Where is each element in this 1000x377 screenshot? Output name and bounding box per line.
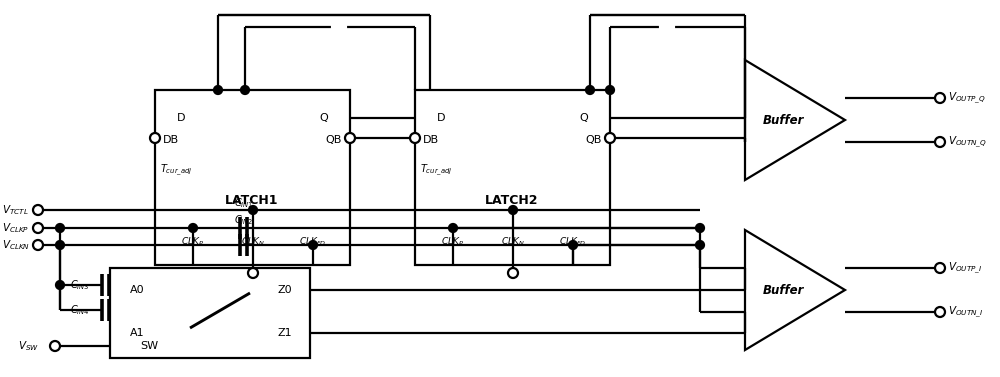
Circle shape — [214, 86, 222, 94]
Text: Q: Q — [579, 113, 588, 123]
Circle shape — [449, 224, 457, 232]
Text: A0: A0 — [130, 285, 145, 295]
Text: $V_{CLKN}$: $V_{CLKN}$ — [2, 238, 30, 252]
Circle shape — [569, 241, 577, 249]
Bar — [110, 268, 310, 358]
Circle shape — [50, 341, 60, 351]
Circle shape — [56, 281, 64, 289]
Text: $V_{OUTN\_I}$: $V_{OUTN\_I}$ — [948, 304, 984, 320]
Text: DB: DB — [163, 135, 179, 145]
Text: Buffer: Buffer — [762, 113, 804, 127]
Text: $C_{IN1}$: $C_{IN1}$ — [234, 196, 254, 210]
Circle shape — [696, 224, 704, 232]
Text: SW: SW — [140, 341, 158, 351]
Text: $CLK_P$: $CLK_P$ — [181, 236, 205, 248]
Text: $V_{SW}$: $V_{SW}$ — [18, 339, 39, 353]
Circle shape — [508, 268, 518, 278]
Text: D: D — [437, 113, 446, 123]
Circle shape — [345, 133, 355, 143]
Circle shape — [586, 86, 594, 94]
Circle shape — [935, 307, 945, 317]
Bar — [415, 90, 610, 265]
Circle shape — [605, 133, 615, 143]
Circle shape — [241, 86, 249, 94]
Text: $V_{TCTL}$: $V_{TCTL}$ — [2, 203, 29, 217]
Text: QB: QB — [586, 135, 602, 145]
Circle shape — [309, 241, 317, 249]
Text: LATCH2: LATCH2 — [485, 193, 539, 207]
Circle shape — [189, 224, 197, 232]
Text: $C_{IN2}$: $C_{IN2}$ — [234, 213, 254, 227]
Circle shape — [150, 133, 160, 143]
Text: Z1: Z1 — [277, 328, 292, 338]
Circle shape — [248, 268, 258, 278]
Circle shape — [33, 240, 43, 250]
Text: D: D — [177, 113, 186, 123]
Text: Z0: Z0 — [277, 285, 292, 295]
Circle shape — [33, 223, 43, 233]
Text: $CLK_{FD}$: $CLK_{FD}$ — [559, 236, 587, 248]
Text: LATCH1: LATCH1 — [225, 193, 279, 207]
Circle shape — [935, 93, 945, 103]
Text: $CLK_P$: $CLK_P$ — [441, 236, 465, 248]
Bar — [155, 90, 350, 265]
Circle shape — [56, 241, 64, 249]
Circle shape — [249, 206, 257, 214]
Text: $T_{cur\_adj}$: $T_{cur\_adj}$ — [420, 162, 453, 178]
Text: $CLK_{FD}$: $CLK_{FD}$ — [299, 236, 327, 248]
Circle shape — [606, 86, 614, 94]
Text: DB: DB — [423, 135, 439, 145]
Text: $C_{IN4}$: $C_{IN4}$ — [70, 303, 90, 317]
Text: $V_{OUTP\_Q}$: $V_{OUTP\_Q}$ — [948, 90, 986, 106]
Text: $V_{OUTN\_Q}$: $V_{OUTN\_Q}$ — [948, 134, 987, 150]
Circle shape — [56, 224, 64, 232]
Text: $T_{cur\_adj}$: $T_{cur\_adj}$ — [160, 162, 193, 178]
Circle shape — [33, 205, 43, 215]
Text: $CLK_N$: $CLK_N$ — [501, 236, 525, 248]
Circle shape — [509, 206, 517, 214]
Circle shape — [410, 133, 420, 143]
Text: Buffer: Buffer — [762, 284, 804, 296]
Circle shape — [935, 137, 945, 147]
Text: $C_{IN3}$: $C_{IN3}$ — [70, 278, 90, 292]
Text: $V_{CLKP}$: $V_{CLKP}$ — [2, 221, 29, 235]
Text: $V_{OUTP\_I}$: $V_{OUTP\_I}$ — [948, 261, 983, 276]
Text: $CLK_N$: $CLK_N$ — [241, 236, 265, 248]
Text: Q: Q — [319, 113, 328, 123]
Circle shape — [696, 241, 704, 249]
Text: A1: A1 — [130, 328, 145, 338]
Text: QB: QB — [326, 135, 342, 145]
Circle shape — [935, 263, 945, 273]
